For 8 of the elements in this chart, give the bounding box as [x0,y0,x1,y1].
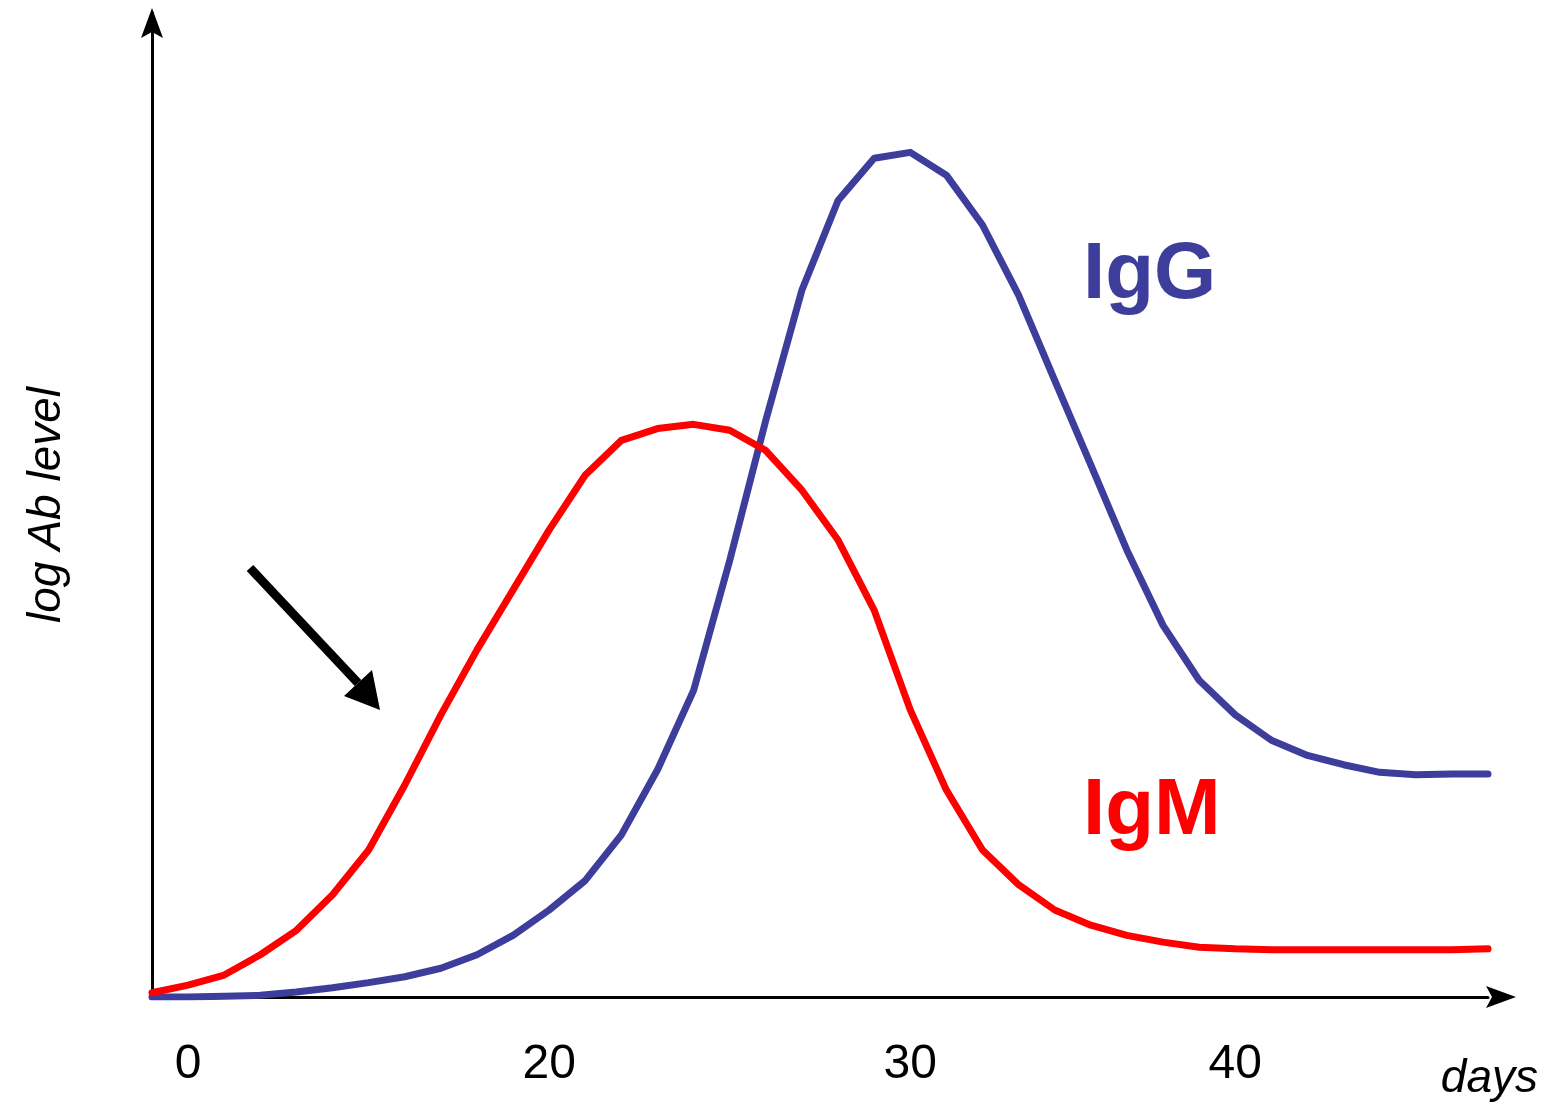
x-axis-title: days [1440,1050,1539,1102]
series-label: IgG [1083,226,1217,316]
series-label: IgM [1083,762,1221,852]
x-tick-label: 40 [1208,1034,1262,1088]
x-tick-label: 30 [883,1034,937,1088]
x-tick-label: 20 [522,1034,576,1088]
y-axis-title: log Ab level [18,385,70,624]
x-tick-label: 0 [174,1034,202,1088]
